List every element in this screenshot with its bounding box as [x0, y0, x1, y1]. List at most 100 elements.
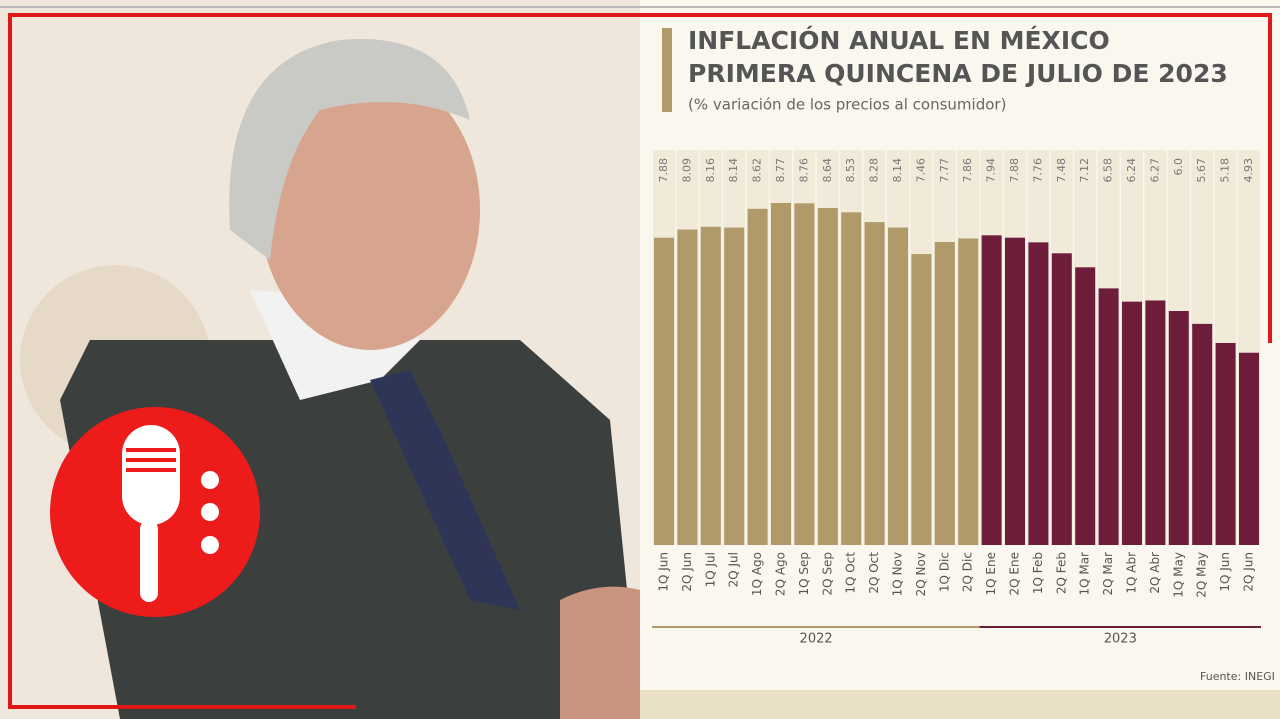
x-tick-label: 2Q May — [1195, 552, 1209, 598]
x-tick-label: 2Q Nov — [914, 552, 928, 596]
year-label: 2023 — [1104, 632, 1137, 647]
frame-right — [1268, 13, 1272, 343]
x-tick-label: 1Q Feb — [1031, 552, 1045, 594]
title-accent — [662, 28, 672, 112]
value-label: 8.09 — [680, 158, 693, 183]
value-label: 4.93 — [1242, 158, 1255, 183]
chart-title: INFLACIÓN ANUAL EN MÉXICO — [688, 25, 1110, 55]
value-label: 8.77 — [774, 158, 787, 183]
value-label: 7.48 — [1055, 158, 1068, 183]
bar — [841, 212, 862, 545]
value-label: 5.18 — [1219, 158, 1232, 183]
bar — [677, 229, 698, 546]
bar — [1051, 253, 1072, 545]
chart-panel: INFLACIÓN ANUAL EN MÉXICO PRIMERA QUINCE… — [640, 0, 1280, 719]
chart-title: PRIMERA QUINCENA DE JULIO DE 2023 — [688, 59, 1228, 88]
frame-top — [10, 13, 1272, 17]
value-label: 7.86 — [961, 158, 974, 183]
bar — [817, 208, 838, 546]
bar — [911, 254, 932, 545]
logo-mic-line — [126, 458, 176, 462]
year-rule — [979, 626, 1261, 628]
x-tick-label: 1Q Jun — [1218, 552, 1232, 592]
x-tick-label: 1Q Ago — [750, 552, 764, 596]
value-label: 8.14 — [891, 158, 904, 183]
x-tick-label: 2Q Jun — [680, 552, 694, 592]
value-label: 8.53 — [844, 158, 857, 183]
x-tick-label: 1Q Sep — [797, 552, 811, 596]
hair — [229, 39, 470, 260]
value-label: 7.88 — [1008, 158, 1021, 183]
value-label: 6.24 — [1125, 158, 1138, 183]
x-tick-label: 1Q Jun — [657, 552, 671, 592]
bar — [1028, 242, 1049, 546]
source: Fuente: INEGI — [1200, 670, 1275, 683]
bar — [864, 222, 885, 545]
x-tick-label: 2Q Ene — [1008, 552, 1022, 595]
value-label: 8.76 — [797, 158, 810, 183]
value-label: 7.77 — [938, 158, 951, 183]
panel-footer — [640, 690, 1280, 719]
bar — [934, 241, 955, 545]
bar — [771, 202, 791, 545]
value-label: 6.0 — [1172, 158, 1185, 176]
x-tick-label: 1Q May — [1171, 552, 1185, 598]
bar — [1168, 311, 1189, 545]
x-tick-label: 1Q Oct — [844, 552, 858, 594]
logo-dot — [201, 471, 219, 489]
bar — [1098, 288, 1119, 545]
top-rule — [0, 6, 1280, 8]
x-tick-label: 2Q Sep — [820, 552, 834, 596]
bar — [747, 208, 768, 545]
frame-left — [8, 13, 12, 709]
face — [260, 70, 480, 350]
value-label: 7.46 — [914, 158, 927, 183]
value-label: 5.67 — [1195, 158, 1208, 183]
bar — [981, 235, 1002, 545]
bar — [1215, 342, 1236, 545]
logo-mic-stand — [140, 520, 158, 602]
hand — [560, 586, 640, 719]
value-label: 6.27 — [1148, 158, 1161, 183]
x-tick-label: 2Q Ago — [774, 552, 788, 596]
x-tick-label: 1Q Ene — [984, 552, 998, 595]
x-tick-label: 2Q Oct — [867, 552, 881, 594]
bar — [700, 226, 721, 545]
logo-mic-line — [126, 468, 176, 472]
x-tick-label: 1Q Nov — [891, 552, 905, 596]
logo-dot — [201, 503, 219, 521]
value-label: 7.12 — [1078, 158, 1091, 183]
chart-subtitle: (% variación de los precios al consumido… — [688, 96, 1006, 114]
bar — [1192, 323, 1213, 545]
logo-mic — [122, 425, 180, 525]
year-label: 2022 — [800, 632, 833, 647]
value-label: 7.94 — [985, 158, 998, 183]
bar — [1005, 237, 1025, 545]
value-label: 7.88 — [657, 158, 670, 183]
x-tick-label: 2Q Feb — [1054, 552, 1068, 594]
bar — [888, 227, 908, 546]
x-tick-label: 2Q Jun — [1242, 552, 1256, 592]
logo-mic-line — [126, 448, 176, 452]
value-label: 8.14 — [727, 158, 740, 183]
x-tick-label: 2Q Jul — [727, 552, 741, 587]
x-tick-label: 1Q Abr — [1125, 552, 1139, 594]
bar — [1122, 301, 1142, 545]
x-tick-label: 2Q Dic — [961, 552, 975, 592]
bar — [794, 203, 815, 546]
x-tick-label: 1Q Mar — [1078, 552, 1092, 596]
bar — [654, 237, 674, 545]
bar — [1239, 352, 1259, 545]
year-rule — [652, 626, 981, 628]
value-label: 8.16 — [704, 158, 717, 183]
frame-bottom — [8, 705, 356, 709]
bar — [1075, 267, 1096, 545]
bar — [958, 238, 979, 545]
x-tick-label: 1Q Jul — [703, 552, 717, 587]
logo-dot — [201, 536, 219, 554]
value-label: 7.76 — [1031, 158, 1044, 183]
value-label: 8.28 — [868, 158, 881, 183]
x-tick-label: 2Q Mar — [1101, 552, 1115, 596]
